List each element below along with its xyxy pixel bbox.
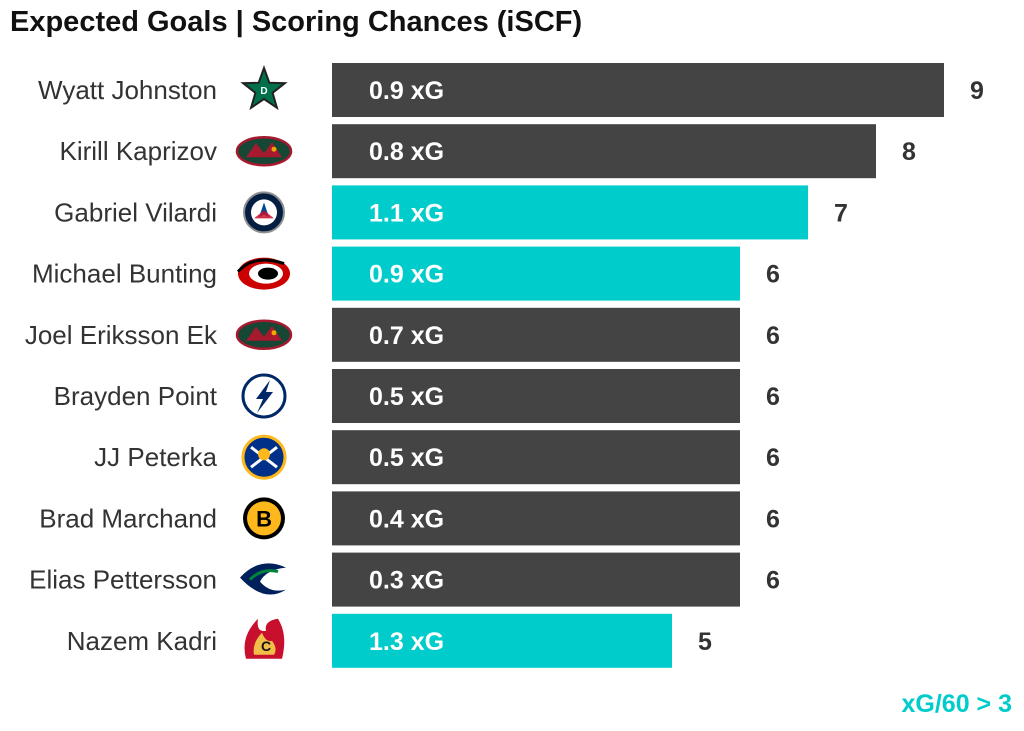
sabres-logo-icon bbox=[241, 434, 287, 480]
hurricanes-logo-icon bbox=[236, 257, 290, 290]
scoring-chances-value-label: 6 bbox=[766, 383, 780, 411]
xg-value-label: 1.3 xG bbox=[369, 628, 444, 656]
scoring-chances-value-label: 5 bbox=[698, 628, 712, 656]
scoring-chances-value-label: 6 bbox=[766, 444, 780, 472]
bar-row: Nazem Kadri C 1.3 xG 5 bbox=[67, 613, 712, 668]
bar-row: Brayden Point 0.5 xG 6 bbox=[54, 369, 780, 423]
bar-row: Wyatt Johnston D 0.9 xG 9 bbox=[38, 63, 984, 117]
bar bbox=[332, 369, 740, 423]
player-name-label: Wyatt Johnston bbox=[38, 75, 217, 105]
bruins-logo-icon: B bbox=[243, 497, 285, 540]
chart-title: Expected Goals | Scoring Chances (iSCF) bbox=[10, 6, 583, 38]
xg-value-label: 0.5 xG bbox=[369, 383, 444, 411]
player-name-label: Brayden Point bbox=[54, 381, 218, 411]
bar-row: JJ Peterka 0.5 xG 6 bbox=[94, 430, 780, 485]
bar-row: Elias Pettersson 0.3 xG 6 bbox=[29, 552, 780, 607]
wild-logo-icon bbox=[235, 135, 293, 167]
player-name-label: Gabriel Vilardi bbox=[54, 197, 217, 227]
bar-row: Kirill Kaprizov 0.8 xG 8 bbox=[60, 124, 916, 179]
scoring-chances-value-label: 6 bbox=[766, 567, 780, 595]
bar bbox=[332, 124, 876, 179]
player-name-label: JJ Peterka bbox=[94, 442, 217, 472]
player-name-label: Elias Pettersson bbox=[29, 565, 217, 595]
xg-value-label: 0.7 xG bbox=[369, 322, 444, 350]
player-name-label: Michael Bunting bbox=[32, 259, 217, 289]
scoring-chances-value-label: 7 bbox=[834, 199, 848, 227]
lightning-logo-icon bbox=[241, 373, 287, 419]
stars-logo-icon: D bbox=[240, 65, 288, 111]
scoring-chances-value-label: 8 bbox=[902, 138, 916, 166]
bar-row: Michael Bunting 0.9 xG 6 bbox=[32, 246, 780, 301]
bar-row: Gabriel Vilardi 1.1 xG 7 bbox=[54, 185, 848, 240]
xg-value-label: 0.4 xG bbox=[369, 505, 444, 533]
bar bbox=[332, 491, 740, 546]
bar bbox=[332, 613, 672, 668]
svg-text:C: C bbox=[261, 638, 271, 654]
scoring-chances-value-label: 6 bbox=[766, 505, 780, 533]
jets-logo-icon bbox=[243, 191, 285, 234]
bar bbox=[332, 552, 740, 607]
scoring-chances-value-label: 6 bbox=[766, 322, 780, 350]
xg-value-label: 0.5 xG bbox=[369, 444, 444, 472]
svg-text:B: B bbox=[256, 506, 272, 531]
bar bbox=[332, 246, 740, 301]
canucks-logo-icon bbox=[240, 563, 286, 595]
bar-row: Brad Marchand B 0.4 xG 6 bbox=[39, 491, 780, 546]
bar bbox=[332, 185, 808, 240]
player-name-label: Brad Marchand bbox=[39, 503, 217, 533]
bar bbox=[332, 63, 944, 117]
wild-logo-icon bbox=[235, 319, 293, 351]
svg-text:D: D bbox=[260, 86, 267, 97]
scoring-chances-value-label: 6 bbox=[766, 261, 780, 289]
scoring-chances-value-label: 9 bbox=[970, 77, 984, 105]
highlight-legend-note: xG/60 > 3 bbox=[901, 690, 1013, 718]
xg-value-label: 0.9 xG bbox=[369, 261, 444, 289]
bar bbox=[332, 430, 740, 485]
xg-value-label: 1.1 xG bbox=[369, 199, 444, 227]
xg-value-label: 0.3 xG bbox=[369, 567, 444, 595]
xg-value-label: 0.9 xG bbox=[369, 77, 444, 105]
player-name-label: Joel Eriksson Ek bbox=[25, 320, 218, 350]
flames-logo-icon: C bbox=[244, 618, 285, 659]
player-name-label: Nazem Kadri bbox=[67, 626, 217, 656]
player-name-label: Kirill Kaprizov bbox=[60, 136, 218, 166]
xg-value-label: 0.8 xG bbox=[369, 138, 444, 166]
bar bbox=[332, 307, 740, 362]
bar-row: Joel Eriksson Ek 0.7 xG 6 bbox=[25, 307, 780, 362]
